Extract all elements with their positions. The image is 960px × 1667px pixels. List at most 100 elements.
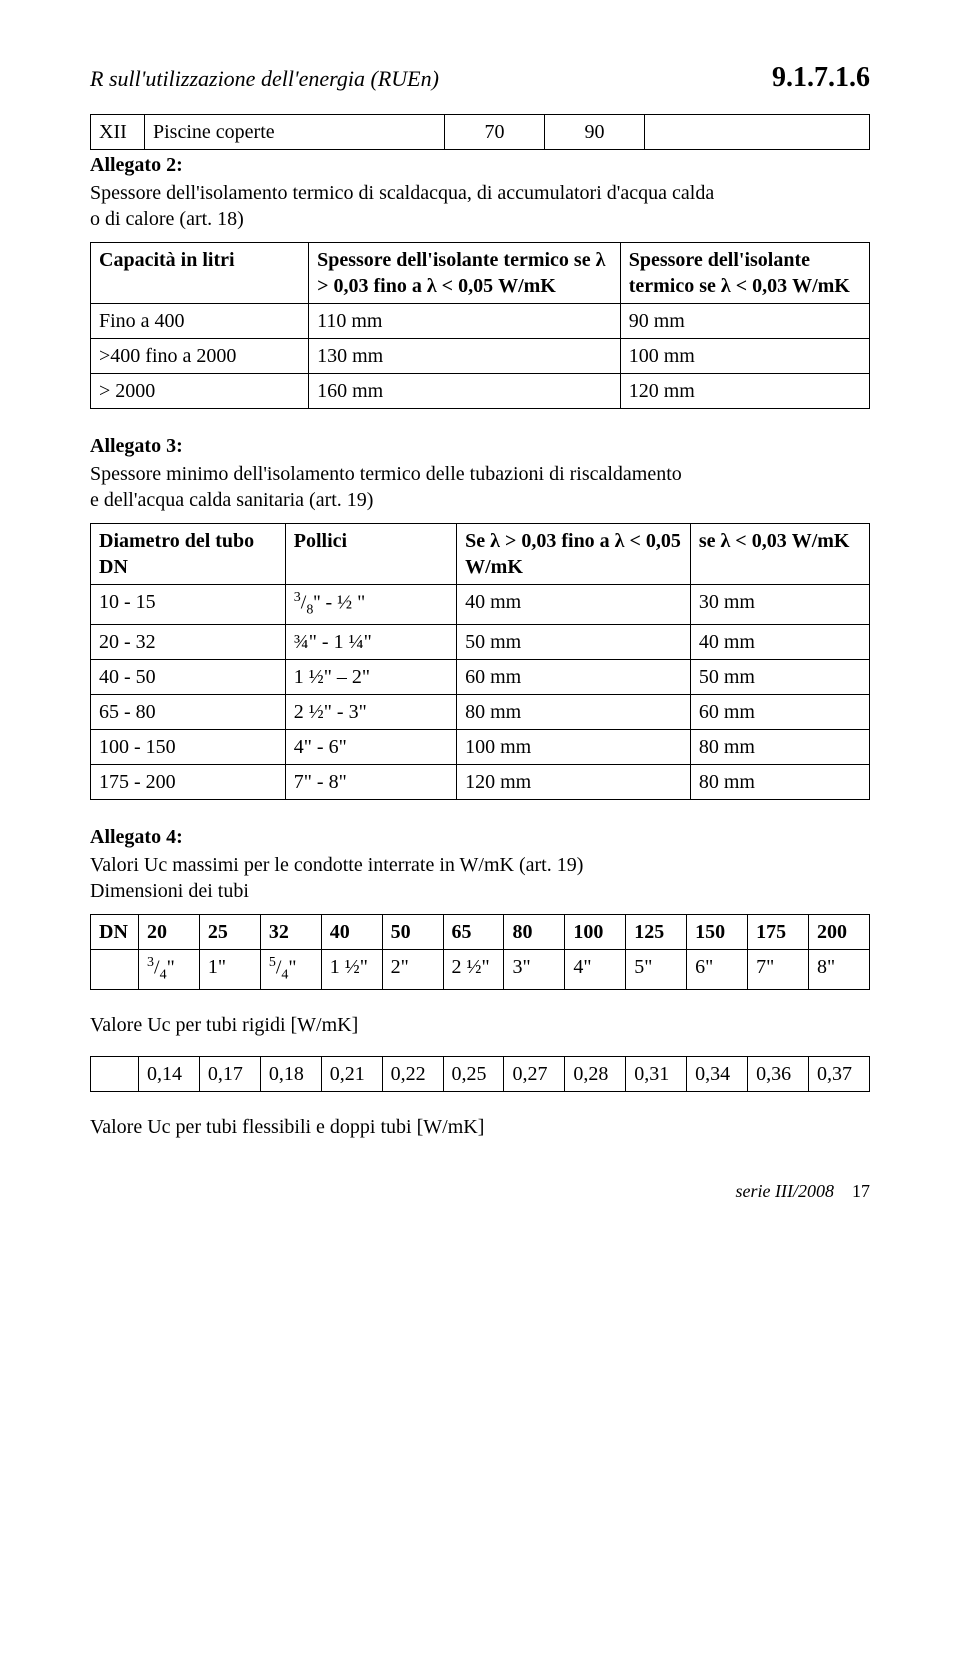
cell: 2 ½" bbox=[443, 950, 504, 990]
allegato3-title: Allegato 3: bbox=[90, 433, 870, 459]
cell: 0,36 bbox=[748, 1057, 809, 1092]
cell: 20 - 32 bbox=[91, 625, 286, 660]
col-header: Spessore dell'isolante termico se λ < 0,… bbox=[620, 243, 869, 304]
cell: 1" bbox=[199, 950, 260, 990]
col-header: Diametro del tubo DN bbox=[91, 524, 286, 585]
cell: 160 mm bbox=[309, 374, 621, 409]
col-roman: XII bbox=[91, 115, 145, 150]
table-allegato3: Diametro del tubo DN Pollici Se λ > 0,03… bbox=[90, 523, 870, 800]
col-header: Se λ > 0,03 fino a λ < 0,05 W/mK bbox=[457, 524, 691, 585]
cell: 40 mm bbox=[690, 625, 869, 660]
cell: 40 mm bbox=[457, 585, 691, 625]
cell: 120 mm bbox=[457, 765, 691, 800]
cell: 40 bbox=[321, 915, 382, 950]
cell: 8" bbox=[808, 950, 869, 990]
cell: 2" bbox=[382, 950, 443, 990]
cell: 80 mm bbox=[690, 765, 869, 800]
cell: 40 - 50 bbox=[91, 660, 286, 695]
cell: 6" bbox=[687, 950, 748, 990]
footer-series: serie III/2008 bbox=[736, 1180, 834, 1203]
table-allegato4-dn: DN 20 25 32 40 50 65 80 100 125 150 175 … bbox=[90, 914, 870, 990]
cell: 0,28 bbox=[565, 1057, 626, 1092]
cell: 0,25 bbox=[443, 1057, 504, 1092]
table-row: >400 fino a 2000 130 mm 100 mm bbox=[91, 339, 870, 374]
cell: 50 mm bbox=[457, 625, 691, 660]
table-row-inch: 3/4" 1" 5/4" 1 ½" 2" 2 ½" 3" 4" 5" 6" 7"… bbox=[91, 950, 870, 990]
page-footer: serie III/2008 17 bbox=[90, 1180, 870, 1203]
cell: 10 - 15 bbox=[91, 585, 286, 625]
allegato4-title: Allegato 4: bbox=[90, 824, 870, 850]
caption-line: Valori Uc massimi per le condotte interr… bbox=[90, 854, 583, 876]
header-title: R sull'utilizzazione dell'energia (RUEn) bbox=[90, 65, 439, 94]
uc-rigid-label: Valore Uc per tubi rigidi [W/mK] bbox=[90, 1012, 870, 1038]
table-row: Fino a 400 110 mm 90 mm bbox=[91, 304, 870, 339]
page-header: R sull'utilizzazione dell'energia (RUEn)… bbox=[90, 60, 870, 96]
cell: 80 bbox=[504, 915, 565, 950]
cell: 50 bbox=[382, 915, 443, 950]
cell: 120 mm bbox=[620, 374, 869, 409]
caption-line: o di calore (art. 18) bbox=[90, 208, 244, 230]
cell: 0,21 bbox=[321, 1057, 382, 1092]
col-desc: Piscine coperte bbox=[145, 115, 445, 150]
table-row-dn: DN 20 25 32 40 50 65 80 100 125 150 175 … bbox=[91, 915, 870, 950]
table-row: 0,14 0,17 0,18 0,21 0,22 0,25 0,27 0,28 … bbox=[91, 1057, 870, 1092]
cell: 110 mm bbox=[309, 304, 621, 339]
cell: 60 mm bbox=[457, 660, 691, 695]
cell: DN bbox=[91, 915, 139, 950]
caption-line: Dimensioni dei tubi bbox=[90, 880, 249, 902]
table-row: XII Piscine coperte 70 90 bbox=[91, 115, 870, 150]
cell: 100 bbox=[565, 915, 626, 950]
cell: 5" bbox=[626, 950, 687, 990]
cell: 125 bbox=[626, 915, 687, 950]
allegato4-caption: Valori Uc massimi per le condotte interr… bbox=[90, 852, 870, 904]
table-piscine: XII Piscine coperte 70 90 bbox=[90, 114, 870, 150]
caption-line: e dell'acqua calda sanitaria (art. 19) bbox=[90, 489, 373, 511]
cell: 0,18 bbox=[260, 1057, 321, 1092]
cell: 7" bbox=[748, 950, 809, 990]
cell: 100 mm bbox=[457, 730, 691, 765]
cell: 60 mm bbox=[690, 695, 869, 730]
cell: 25 bbox=[199, 915, 260, 950]
cell: 3" bbox=[504, 950, 565, 990]
caption-line: Spessore minimo dell'isolamento termico … bbox=[90, 463, 682, 485]
cell: 0,17 bbox=[199, 1057, 260, 1092]
table-row: > 2000 160 mm 120 mm bbox=[91, 374, 870, 409]
table-row: 175 - 200 7" - 8" 120 mm 80 mm bbox=[91, 765, 870, 800]
cell: 20 bbox=[139, 915, 200, 950]
cell: 7" - 8" bbox=[285, 765, 456, 800]
cell: 4" bbox=[565, 950, 626, 990]
col-empty bbox=[645, 115, 870, 150]
footer-page-number: 17 bbox=[852, 1180, 870, 1203]
allegato2-caption: Spessore dell'isolamento termico di scal… bbox=[90, 180, 870, 232]
cell: 100 mm bbox=[620, 339, 869, 374]
cell: 130 mm bbox=[309, 339, 621, 374]
cell: 175 bbox=[748, 915, 809, 950]
cell: 0,27 bbox=[504, 1057, 565, 1092]
table-row: 20 - 32 ¾" - 1 ¼" 50 mm 40 mm bbox=[91, 625, 870, 660]
caption-line: Spessore dell'isolamento termico di scal… bbox=[90, 182, 714, 204]
cell: 2 ½" - 3" bbox=[285, 695, 456, 730]
table-uc-rigid: 0,14 0,17 0,18 0,21 0,22 0,25 0,27 0,28 … bbox=[90, 1056, 870, 1092]
cell: > 2000 bbox=[91, 374, 309, 409]
cell: >400 fino a 2000 bbox=[91, 339, 309, 374]
cell: 30 mm bbox=[690, 585, 869, 625]
col-header: Spessore dell'isolante termico se λ > 0,… bbox=[309, 243, 621, 304]
cell: 65 - 80 bbox=[91, 695, 286, 730]
cell: 80 mm bbox=[457, 695, 691, 730]
table-row: 10 - 15 3/8'' - ½ " 40 mm 30 mm bbox=[91, 585, 870, 625]
cell: 5/4" bbox=[260, 950, 321, 990]
cell: 0,14 bbox=[139, 1057, 200, 1092]
cell bbox=[91, 950, 139, 990]
cell: 32 bbox=[260, 915, 321, 950]
cell: 80 mm bbox=[690, 730, 869, 765]
table-row: 100 - 150 4" - 6" 100 mm 80 mm bbox=[91, 730, 870, 765]
table-row: 65 - 80 2 ½" - 3" 80 mm 60 mm bbox=[91, 695, 870, 730]
cell: 1 ½" – 2" bbox=[285, 660, 456, 695]
cell: 0,22 bbox=[382, 1057, 443, 1092]
cell: 100 - 150 bbox=[91, 730, 286, 765]
uc-flex-label: Valore Uc per tubi flessibili e doppi tu… bbox=[90, 1114, 870, 1140]
allegato2-title: Allegato 2: bbox=[90, 152, 870, 178]
col-header: Pollici bbox=[285, 524, 456, 585]
cell: 4" - 6" bbox=[285, 730, 456, 765]
col-val1: 70 bbox=[445, 115, 545, 150]
